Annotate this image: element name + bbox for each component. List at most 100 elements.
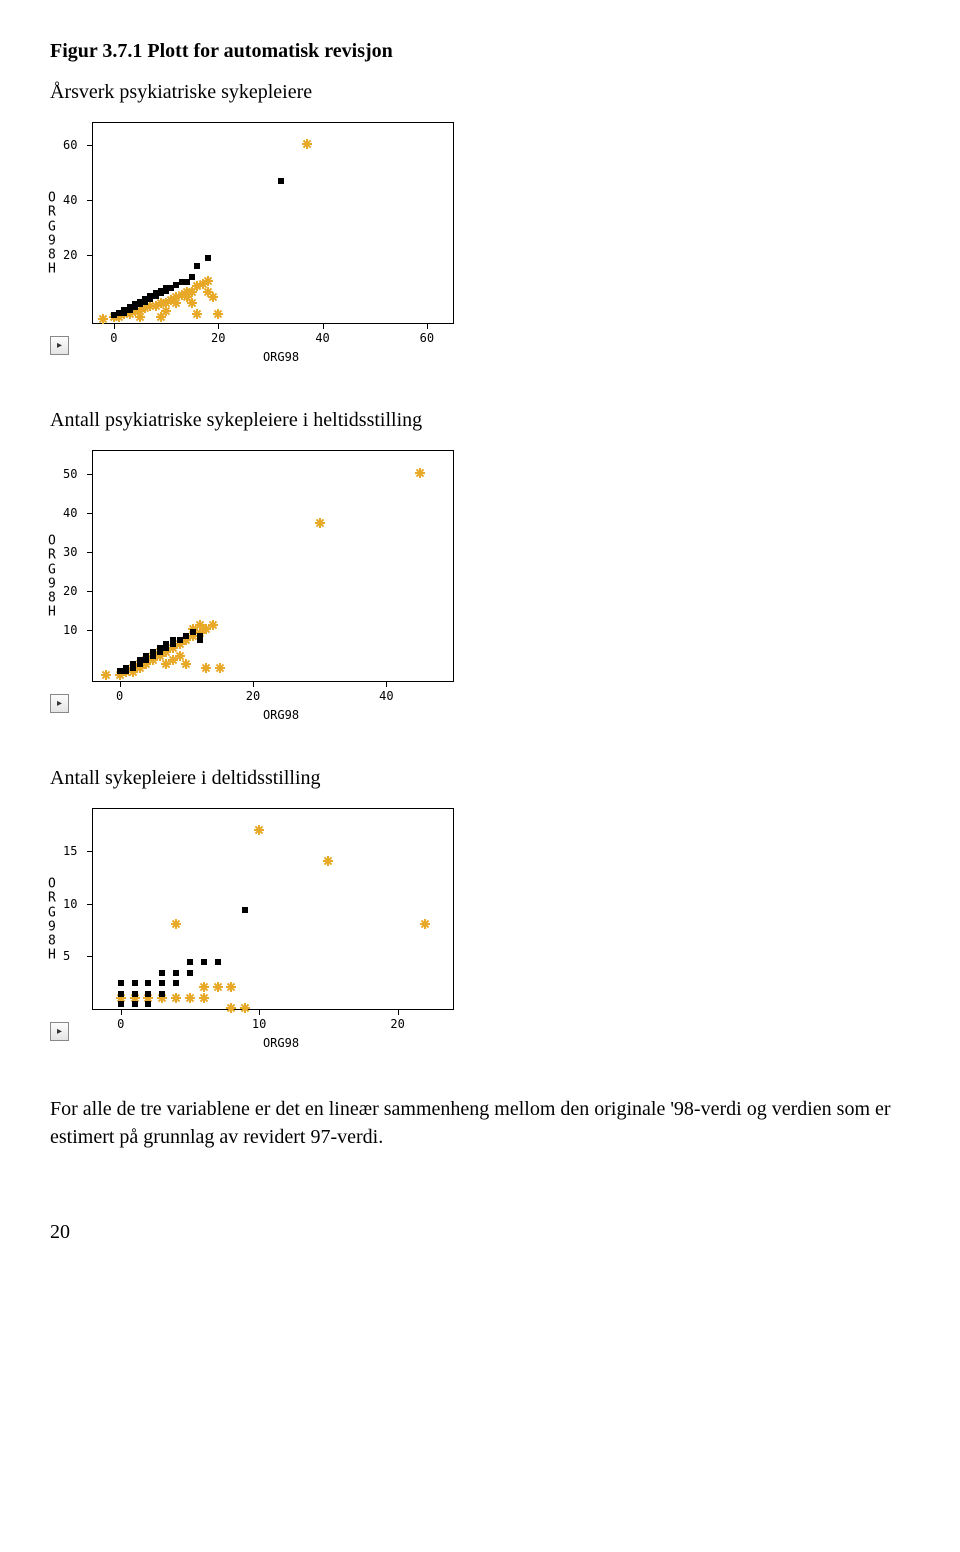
y-tick-label: 40 bbox=[63, 506, 77, 520]
data-point-plus bbox=[213, 309, 223, 319]
y-tick-label: 10 bbox=[63, 623, 77, 637]
data-point-square bbox=[130, 661, 136, 667]
data-point-square bbox=[173, 980, 179, 986]
data-point-plus bbox=[199, 982, 209, 992]
data-point-square bbox=[132, 980, 138, 986]
data-point-square bbox=[177, 637, 183, 643]
data-point-square bbox=[184, 279, 190, 285]
page-number: 20 bbox=[50, 1221, 910, 1244]
chart2-ylabel: ORG98H bbox=[48, 535, 56, 621]
data-point-square bbox=[190, 629, 196, 635]
chart1-wrap: ORG98H 0 20 40 60 20 40 60 ORG98 ▸ bbox=[50, 122, 470, 364]
data-point-plus bbox=[192, 309, 202, 319]
y-tick-label: 30 bbox=[63, 545, 77, 559]
chart2-subtitle: Antall psykiatriske sykepleiere i heltid… bbox=[50, 409, 910, 432]
data-point-square bbox=[137, 657, 143, 663]
y-tick-label: 20 bbox=[63, 584, 77, 598]
x-tick-label: 20 bbox=[246, 689, 260, 703]
x-tick-label: 20 bbox=[211, 331, 225, 345]
data-point-square bbox=[159, 991, 165, 997]
data-point-square bbox=[118, 991, 124, 997]
chart3-subtitle: Antall sykepleiere i deltidsstilling bbox=[50, 767, 910, 790]
data-point-plus bbox=[213, 982, 223, 992]
expand-icon[interactable]: ▸ bbox=[50, 694, 69, 713]
data-point-square bbox=[145, 991, 151, 997]
data-point-square bbox=[194, 263, 200, 269]
data-point-plus bbox=[323, 856, 333, 866]
data-point-plus bbox=[171, 993, 181, 1003]
y-tick-label: 60 bbox=[63, 138, 77, 152]
chart1-block: ORG98H 0 20 40 60 20 40 60 ORG98 ▸ bbox=[50, 122, 910, 364]
chart1-ylabel: ORG98H bbox=[48, 192, 56, 278]
chart2-plot: 020401020304050 bbox=[92, 450, 454, 682]
data-point-plus bbox=[199, 993, 209, 1003]
y-tick-label: 50 bbox=[63, 467, 77, 481]
chart3-plot: 0102051015 bbox=[92, 808, 454, 1010]
data-point-square bbox=[173, 970, 179, 976]
figure-title: Figur 3.7.1 Plott for automatisk revisjo… bbox=[50, 40, 910, 63]
chart2-block: ORG98H 020401020304050 ORG98 ▸ bbox=[50, 450, 910, 722]
data-point-plus bbox=[181, 659, 191, 669]
data-point-square bbox=[189, 274, 195, 280]
data-point-square bbox=[278, 178, 284, 184]
x-tick-label: 20 bbox=[390, 1017, 404, 1031]
data-point-plus bbox=[101, 670, 111, 680]
y-tick-label: 10 bbox=[63, 897, 77, 911]
y-tick-label: 5 bbox=[63, 949, 70, 963]
data-point-square bbox=[215, 959, 221, 965]
data-point-square bbox=[145, 1001, 151, 1007]
chart2-wrap: ORG98H 020401020304050 ORG98 ▸ bbox=[50, 450, 470, 722]
x-tick-label: 40 bbox=[379, 689, 393, 703]
data-point-plus bbox=[226, 982, 236, 992]
data-point-square bbox=[187, 959, 193, 965]
data-point-plus bbox=[208, 292, 218, 302]
data-point-square bbox=[123, 665, 129, 671]
data-point-square bbox=[242, 907, 248, 913]
chart3-xlabel: ORG98 bbox=[92, 1036, 470, 1050]
data-point-plus bbox=[201, 663, 211, 673]
x-tick-label: 0 bbox=[110, 331, 117, 345]
chart1-xlabel: ORG98 bbox=[92, 350, 470, 364]
data-point-square bbox=[157, 645, 163, 651]
chart3-ylabel: ORG98H bbox=[48, 878, 56, 964]
data-point-plus bbox=[420, 919, 430, 929]
x-tick-label: 10 bbox=[252, 1017, 266, 1031]
expand-icon[interactable]: ▸ bbox=[50, 1022, 69, 1041]
data-point-square bbox=[201, 959, 207, 965]
chart1-subtitle: Årsverk psykiatriske sykepleiere bbox=[50, 81, 910, 104]
data-point-plus bbox=[302, 139, 312, 149]
data-point-square bbox=[143, 653, 149, 659]
data-point-plus bbox=[315, 518, 325, 528]
body-paragraph: For alle de tre variablene er det en lin… bbox=[50, 1095, 910, 1151]
data-point-square bbox=[159, 970, 165, 976]
chart3-block: ORG98H 0102051015 ORG98 ▸ bbox=[50, 808, 910, 1050]
expand-icon[interactable]: ▸ bbox=[50, 336, 69, 355]
data-point-plus bbox=[415, 468, 425, 478]
data-point-square bbox=[132, 1001, 138, 1007]
data-point-square bbox=[170, 637, 176, 643]
data-point-plus bbox=[215, 663, 225, 673]
data-point-square bbox=[118, 1001, 124, 1007]
data-point-square bbox=[187, 970, 193, 976]
data-point-plus bbox=[208, 620, 218, 630]
x-tick-label: 40 bbox=[315, 331, 329, 345]
x-tick-label: 60 bbox=[420, 331, 434, 345]
x-tick-label: 0 bbox=[117, 1017, 124, 1031]
data-point-plus bbox=[171, 919, 181, 929]
data-point-square bbox=[118, 980, 124, 986]
data-point-square bbox=[197, 633, 203, 639]
data-point-square bbox=[145, 980, 151, 986]
y-tick-label: 40 bbox=[63, 193, 77, 207]
chart3-wrap: ORG98H 0102051015 ORG98 ▸ bbox=[50, 808, 470, 1050]
data-point-square bbox=[159, 980, 165, 986]
data-point-square bbox=[150, 649, 156, 655]
data-point-plus bbox=[226, 1003, 236, 1013]
data-point-square bbox=[163, 641, 169, 647]
data-point-plus bbox=[240, 1003, 250, 1013]
data-point-square bbox=[183, 633, 189, 639]
data-point-plus bbox=[161, 306, 171, 316]
chart2-xlabel: ORG98 bbox=[92, 708, 470, 722]
data-point-plus bbox=[185, 993, 195, 1003]
y-tick-label: 20 bbox=[63, 248, 77, 262]
data-point-square bbox=[132, 991, 138, 997]
